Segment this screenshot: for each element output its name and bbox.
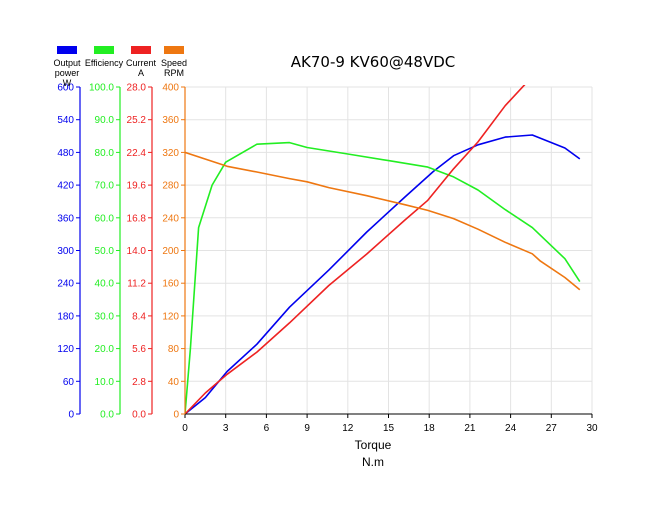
y-tick-label: 22.4 [127,148,147,159]
x-tick-label: 18 [424,423,436,434]
y-tick-label: 28.0 [127,83,147,94]
y-tick-label: 300 [57,246,74,257]
y-tick-label: 40.0 [95,279,115,290]
y-tick-label: 120 [57,344,74,355]
y-tick-label: 0 [173,410,179,421]
legend-label: power [55,68,80,78]
x-tick-label: 3 [223,423,229,434]
x-tick-label: 21 [464,423,476,434]
y-tick-label: 0.0 [132,410,146,421]
y-tick-label: 14.0 [127,246,147,257]
series-line [185,151,581,291]
grid [184,86,593,415]
legend-label: A [138,68,144,78]
x-tick-label: 15 [383,423,395,434]
legend-swatch [164,46,184,54]
y-tick-label: 30.0 [95,311,115,322]
series-lines [185,85,581,414]
y-tick-label: 0.0 [100,410,114,421]
y-tick-label: 40 [168,377,180,388]
y-tick-label: 480 [57,148,74,159]
y-tick-label: 280 [162,181,179,192]
series-line [185,85,526,414]
y-tick-label: 100.0 [89,83,114,94]
legend-label: Speed [161,58,187,68]
y-tick-label: 360 [57,213,74,224]
x-tick-label: 9 [304,423,310,434]
x-axis: 0 3 6 9 12 15 18 21 24 27 30 [182,413,598,434]
y-tick-label: 160 [162,279,179,290]
x-tick-label: 6 [264,423,270,434]
legend-label: Output [53,58,81,68]
y-tick-label: 25.2 [127,115,147,126]
x-tick-label: 12 [342,423,354,434]
y-tick-label: 50.0 [95,246,115,257]
legend-label: RPM [164,68,184,78]
x-tick-label: 0 [182,423,188,434]
y-tick-label: 2.8 [132,377,146,388]
legend-swatch [94,46,114,54]
legend-swatch [131,46,151,54]
y-tick-label: 320 [162,148,179,159]
y-tick-label: 200 [162,246,179,257]
y-tick-label: 0 [68,410,74,421]
y-tick-label: 180 [57,311,74,322]
y-tick-label: 16.8 [127,213,147,224]
y-tick-label: 19.6 [127,181,147,192]
y-tick-label: 80 [168,344,180,355]
y-tick-label: 5.6 [132,344,146,355]
y-tick-label: 540 [57,115,74,126]
y-tick-label: 60 [63,377,75,388]
y-tick-label: 20.0 [95,344,115,355]
y-tick-label: 360 [162,115,179,126]
legend-swatch [57,46,77,54]
x-axis-unit: N.m [362,455,384,469]
x-axis-label: Torque [355,438,392,452]
y-tick-label: 80.0 [95,148,115,159]
x-tick-label: 30 [586,423,598,434]
x-tick-label: 24 [505,423,517,434]
y-tick-label: 400 [162,83,179,94]
legend-label: W [63,78,72,88]
y-tick-label: 90.0 [95,115,115,126]
y-tick-label: 600 [57,83,74,94]
y-tick-label: 60.0 [95,213,115,224]
y-tick-label: 240 [162,213,179,224]
x-tick-label: 27 [546,423,558,434]
legend-label: Efficiency [85,58,124,68]
y-tick-label: 11.2 [127,279,146,290]
y-tick-label: 120 [162,311,179,322]
y-tick-label: 10.0 [95,377,115,388]
series-line [185,134,581,414]
y-tick-label: 70.0 [95,181,115,192]
series-line [185,141,581,414]
y-axes: 0 60 120 180 240 300 360 420 480 540 600 0.0 10.0 20.… [57,83,186,421]
y-tick-label: 8.4 [132,311,146,322]
y-tick-label: 240 [57,279,74,290]
chart-title: AK70-9 KV60@48VDC [291,53,455,71]
y-tick-label: 420 [57,181,74,192]
legend-label: Current [126,58,157,68]
